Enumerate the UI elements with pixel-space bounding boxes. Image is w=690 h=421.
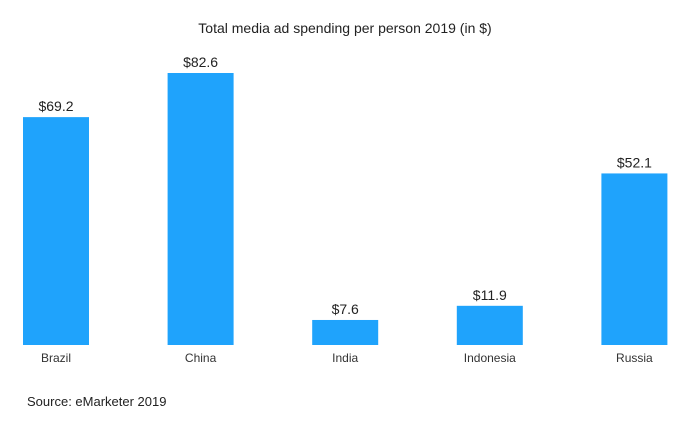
data-label: $11.9 [473, 287, 507, 303]
data-label: $7.6 [332, 301, 359, 317]
category-label: China [185, 351, 217, 365]
category-label: India [332, 351, 358, 365]
data-label: $82.6 [183, 54, 218, 70]
chart-title: Total media ad spending per person 2019 … [198, 20, 492, 36]
data-label: $69.2 [38, 98, 73, 114]
bar-brazil [23, 117, 89, 345]
bar-russia [601, 173, 668, 345]
bar-indonesia [456, 305, 523, 345]
data-label: $52.1 [617, 154, 652, 170]
category-label: Brazil [41, 351, 71, 365]
category-label: Russia [616, 351, 653, 365]
source-note: Source: eMarketer 2019 [27, 394, 167, 409]
category-label: Indonesia [464, 351, 516, 365]
bar-china [167, 73, 234, 345]
bar-india [312, 319, 379, 345]
